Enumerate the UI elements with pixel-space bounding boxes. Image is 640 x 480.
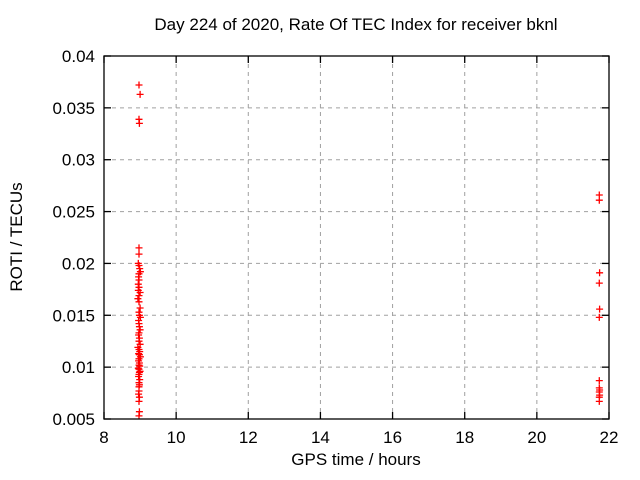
x-tick-label: 14 bbox=[311, 428, 330, 447]
chart-title: Day 224 of 2020, Rate Of TEC Index for r… bbox=[154, 15, 557, 34]
y-tick-label: 0.03 bbox=[62, 151, 95, 170]
y-tick-label: 0.025 bbox=[52, 203, 95, 222]
y-tick-label: 0.02 bbox=[62, 254, 95, 273]
x-tick-label: 22 bbox=[600, 428, 619, 447]
plot-background bbox=[104, 56, 609, 419]
y-tick-label: 0.015 bbox=[52, 306, 95, 325]
y-tick-label: 0.01 bbox=[62, 358, 95, 377]
x-tick-label: 16 bbox=[383, 428, 402, 447]
y-tick-label: 0.005 bbox=[52, 410, 95, 429]
x-tick-label: 8 bbox=[99, 428, 108, 447]
y-tick-label: 0.04 bbox=[62, 47, 95, 66]
x-tick-labels: 8 10 12 14 16 18 20 22 bbox=[99, 428, 618, 447]
x-tick-label: 12 bbox=[239, 428, 258, 447]
x-tick-label: 10 bbox=[167, 428, 186, 447]
x-tick-label: 20 bbox=[527, 428, 546, 447]
scatter-series-ROTI bbox=[134, 81, 604, 420]
y-axis-label: ROTI / TECUs bbox=[7, 182, 26, 291]
plot-border bbox=[103, 55, 610, 420]
y-tick-label: 0.035 bbox=[52, 99, 95, 118]
x-axis-label: GPS time / hours bbox=[291, 450, 420, 469]
y-tick-labels: 0.005 0.01 0.015 0.02 0.025 0.03 0.035 0.04 bbox=[52, 47, 95, 429]
data-points bbox=[134, 81, 604, 420]
x-tick-label: 18 bbox=[455, 428, 474, 447]
